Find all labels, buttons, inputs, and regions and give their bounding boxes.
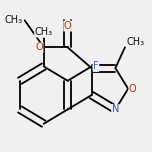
Text: F: F	[93, 61, 99, 71]
Text: O: O	[35, 42, 43, 52]
Text: CH₃: CH₃	[126, 36, 145, 47]
Text: CH₃: CH₃	[5, 15, 23, 25]
Text: O: O	[129, 84, 136, 94]
Text: N: N	[112, 104, 119, 114]
Text: O: O	[64, 21, 71, 31]
Text: CH₃: CH₃	[35, 27, 53, 37]
